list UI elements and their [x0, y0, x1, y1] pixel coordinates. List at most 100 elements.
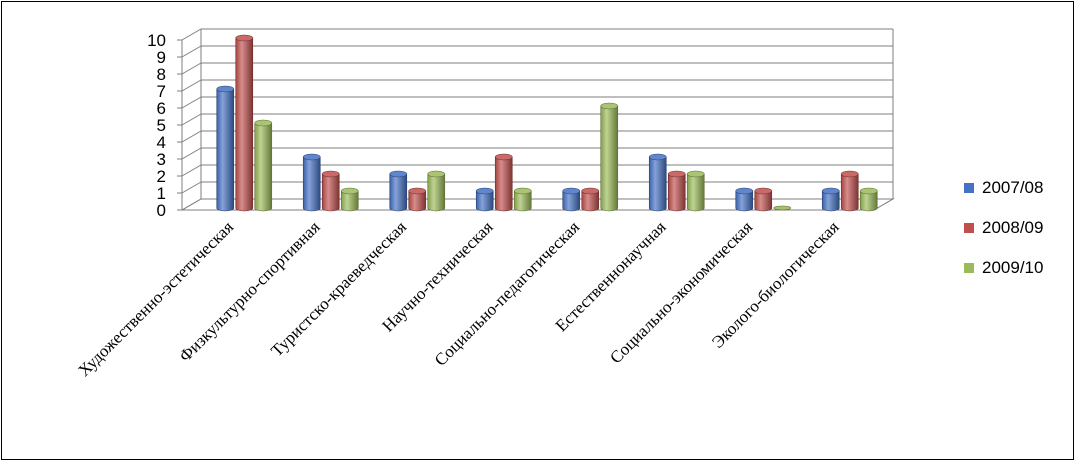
y-tick-label: 0 — [157, 201, 166, 220]
legend-label-2007-08: 2007/08 — [982, 178, 1044, 197]
bar-2009-10-5 — [600, 102, 619, 212]
bar-top — [600, 102, 619, 110]
legend-swatch-2009-10 — [964, 263, 974, 273]
bar-2008-09-7 — [754, 187, 773, 212]
legend-swatch-2008-09 — [964, 223, 974, 233]
bar-top — [254, 119, 273, 127]
bar-top — [216, 85, 235, 93]
bar-top — [494, 153, 513, 161]
bar-top — [340, 187, 359, 195]
bar-top — [840, 170, 859, 178]
bar-2008-09-2 — [321, 170, 340, 212]
gridline-side — [181, 164, 202, 177]
bar-2008-09-5 — [581, 187, 600, 212]
x-category-label: Социально-педагогическая — [431, 217, 583, 369]
gridline-side — [181, 113, 202, 126]
y-tick-label: 6 — [157, 99, 166, 118]
bar-2009-10-3 — [427, 170, 446, 212]
y-tick-label: 7 — [157, 82, 166, 101]
bar-body — [735, 190, 754, 212]
bar-body — [494, 156, 513, 212]
gridline-side — [181, 62, 202, 75]
bar-top — [302, 153, 321, 161]
bar-top — [513, 187, 532, 195]
legend-item-2009-10: 2009/10 — [964, 258, 1043, 278]
bar-body — [427, 173, 446, 212]
bar-body — [840, 173, 859, 212]
bar-body — [754, 190, 773, 212]
bar-body — [581, 190, 600, 212]
bar-body — [600, 105, 619, 212]
bar-body — [389, 173, 408, 212]
legend: 2007/08 2008/09 2009/10 — [964, 178, 1074, 288]
bar-top — [735, 187, 754, 195]
y-tick-label: 9 — [157, 48, 166, 67]
y-tick-label: 8 — [157, 65, 166, 84]
bar-body — [321, 173, 340, 212]
bar-top — [475, 187, 494, 195]
bar-top — [581, 187, 600, 195]
bar-zero-disc — [773, 205, 792, 211]
legend-item-2007-08: 2007/08 — [964, 178, 1043, 198]
bar-body — [475, 190, 494, 212]
bar-2007-08-5 — [562, 187, 581, 212]
bar-top — [754, 187, 773, 195]
bar-2007-08-4 — [475, 187, 494, 212]
y-tick-label: 2 — [157, 167, 166, 186]
bar-body — [235, 37, 254, 212]
gridline-side — [181, 45, 202, 58]
gridline-side — [181, 181, 202, 194]
bar-top — [321, 170, 340, 178]
bar-2007-08-1 — [216, 85, 235, 212]
bar-2008-09-3 — [408, 187, 427, 212]
bar-layer — [216, 34, 878, 212]
legend-label-2009-10: 2009/10 — [982, 258, 1044, 277]
bar-2008-09-4 — [494, 153, 513, 212]
bar-2009-10-1 — [254, 119, 273, 212]
bar-top — [821, 187, 840, 195]
grid-layer — [180, 28, 895, 211]
bar-2009-10-2 — [340, 187, 359, 212]
bar-top — [408, 187, 427, 195]
bar-2007-08-3 — [389, 170, 408, 212]
legend-label-2008-09: 2008/09 — [982, 218, 1044, 237]
bar-2008-09-8 — [840, 170, 859, 212]
bar-body — [340, 190, 359, 212]
bar-2007-08-8 — [821, 187, 840, 212]
gridline-side — [181, 130, 202, 143]
bar-2009-10-7 — [773, 205, 792, 211]
bar-2009-10-4 — [513, 187, 532, 212]
bar-top — [859, 187, 878, 195]
bar-2007-08-7 — [735, 187, 754, 212]
bar-2007-08-6 — [648, 153, 667, 212]
x-category-label: Социально-экономическая — [606, 217, 756, 367]
bar-top — [648, 153, 667, 161]
bar-body — [648, 156, 667, 212]
x-category-label: Физкультурно-спортивная — [175, 217, 323, 365]
x-category-label: Художественно-эстетическая — [74, 217, 237, 380]
bar-top — [667, 170, 686, 178]
bar-top — [686, 170, 705, 178]
legend-item-2008-09: 2008/09 — [964, 218, 1043, 238]
bar-body — [686, 173, 705, 212]
y-tick-label: 10 — [147, 31, 166, 50]
bar-top — [235, 34, 254, 42]
bar-body — [254, 122, 273, 212]
y-tick-label: 1 — [157, 184, 166, 203]
bar-2009-10-6 — [686, 170, 705, 212]
y-tick-label: 4 — [157, 133, 166, 152]
x-axis-labels: Художественно-эстетическаяФизкультурно-с… — [74, 217, 842, 380]
bar-2008-09-1 — [235, 34, 254, 212]
gridline-side — [181, 147, 202, 160]
bar-body — [302, 156, 321, 212]
bar-2008-09-6 — [667, 170, 686, 212]
bar-2009-10-8 — [859, 187, 878, 212]
y-tick-label: 5 — [157, 116, 166, 135]
bar-body — [513, 190, 532, 212]
gridline-side — [181, 96, 202, 109]
bar-top — [389, 170, 408, 178]
bar-body — [216, 88, 235, 212]
gridline-side — [181, 28, 202, 41]
